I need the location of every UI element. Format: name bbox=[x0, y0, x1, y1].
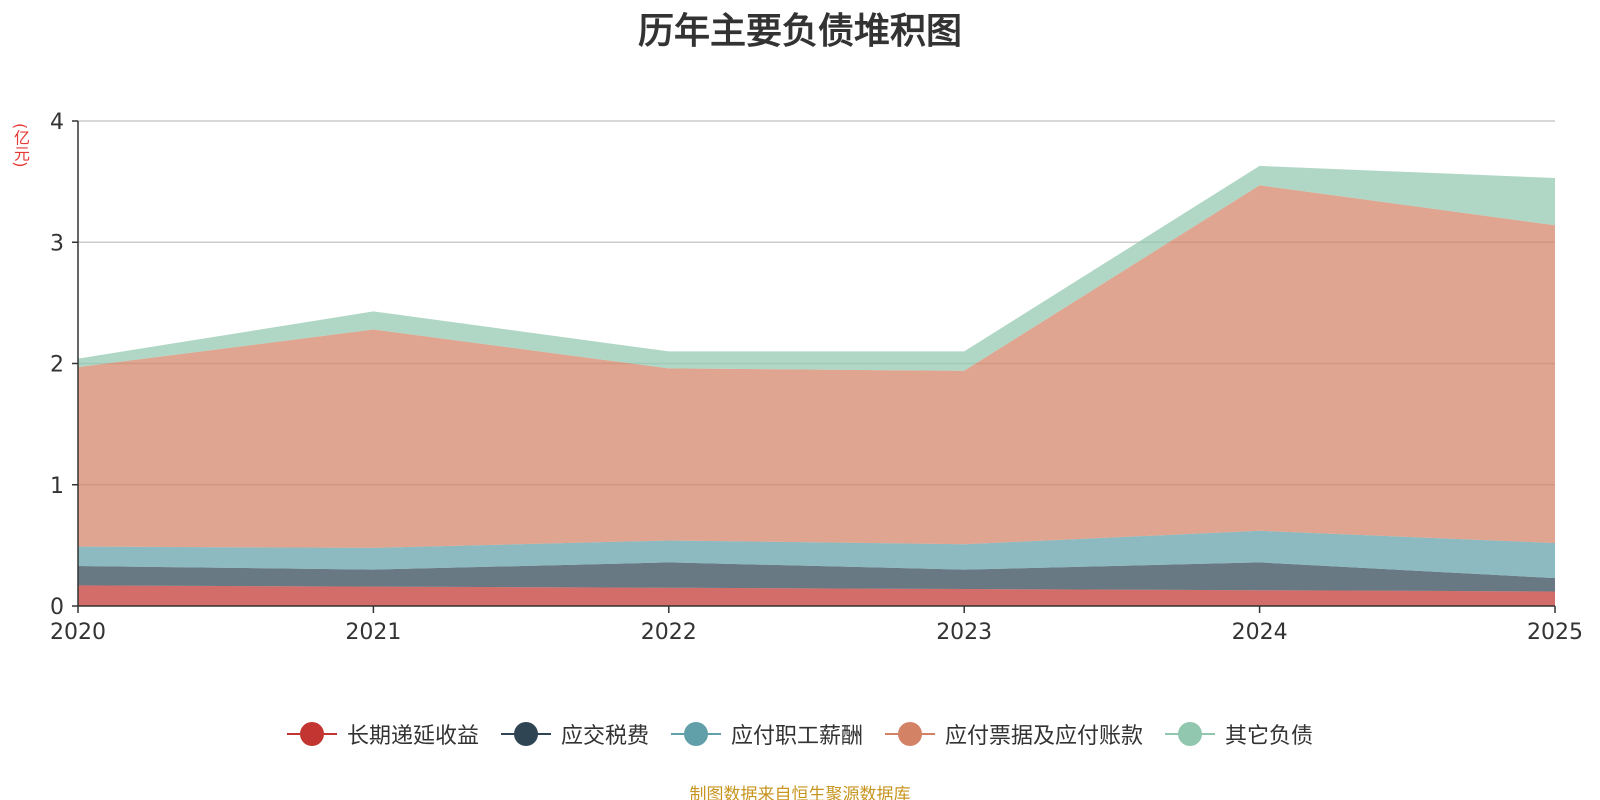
legend-marker-dot bbox=[683, 722, 708, 746]
x-tick-label-2024: 2024 bbox=[1232, 620, 1288, 645]
legend-item-0[interactable]: 长期递延收益 bbox=[286, 718, 479, 750]
x-tick-label-2021: 2021 bbox=[345, 620, 401, 645]
source-note: 制图数据来自恒生聚源数据库 bbox=[689, 785, 911, 800]
area-series-layer bbox=[78, 165, 1555, 606]
x-tick-label-2022: 2022 bbox=[641, 620, 697, 645]
x-tick-label-2023: 2023 bbox=[936, 620, 992, 645]
y-tick-label-1: 1 bbox=[50, 474, 64, 499]
x-tick-label-2020: 2020 bbox=[50, 620, 106, 645]
legend-label: 应交税费 bbox=[560, 724, 649, 749]
area-series-1 bbox=[78, 562, 1555, 592]
area-series-2 bbox=[78, 530, 1555, 579]
tick-labels: 0 1 2 3 4 2020 2021 2022 2023 2024 2025 bbox=[50, 110, 1583, 645]
legend-label: 长期递延收益 bbox=[346, 724, 479, 749]
legend-marker-dot bbox=[898, 722, 922, 746]
legend-item-4[interactable]: 其它负债 bbox=[1165, 718, 1313, 750]
legend-label: 应付票据及应付账款 bbox=[945, 724, 1144, 749]
y-tick-label-4: 4 bbox=[50, 110, 64, 135]
area-series-0 bbox=[78, 585, 1555, 606]
x-tick-label-2025: 2025 bbox=[1527, 620, 1583, 645]
y-tick-label-0: 0 bbox=[50, 595, 64, 620]
legend-marker-icon bbox=[670, 721, 721, 747]
legend-marker-dot bbox=[513, 722, 538, 746]
chart-title: 历年主要负债堆积图 bbox=[637, 11, 962, 52]
legend-marker-dot bbox=[1178, 722, 1203, 746]
legend-item-2[interactable]: 应付职工薪酬 bbox=[670, 718, 863, 750]
legend-marker-icon bbox=[500, 721, 551, 747]
y-tick-label-3: 3 bbox=[50, 231, 64, 256]
legend-item-1[interactable]: 应交税费 bbox=[500, 718, 649, 750]
y-tick-label-2: 2 bbox=[50, 353, 64, 378]
legend-marker-icon bbox=[885, 721, 935, 747]
area-series-4 bbox=[78, 165, 1555, 371]
legend-marker-icon bbox=[286, 721, 337, 747]
stacked-area-chart: 0 1 2 3 4 2020 2021 2022 2023 2024 2025 bbox=[50, 110, 1583, 645]
legend-label: 其它负债 bbox=[1225, 724, 1314, 749]
legend-item-3[interactable]: 应付票据及应付账款 bbox=[885, 718, 1143, 750]
y-axis-unit-label: (亿元) bbox=[11, 122, 30, 168]
axes bbox=[72, 120, 1556, 613]
legend-marker-dot bbox=[299, 722, 324, 746]
area-series-3 bbox=[78, 185, 1555, 548]
legend: 长期递延收益 应交税费 应付职工薪酬 应付票据及应付账款 其它负债 bbox=[0, 718, 1600, 750]
legend-marker-icon bbox=[1165, 721, 1216, 747]
legend-label: 应付职工薪酬 bbox=[730, 724, 863, 749]
